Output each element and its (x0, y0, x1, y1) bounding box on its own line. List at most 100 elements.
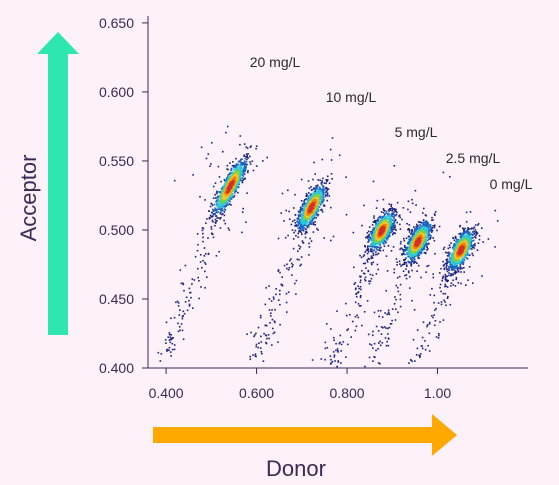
data-point (448, 272, 450, 274)
data-point (220, 209, 222, 212)
data-point (235, 157, 237, 160)
data-point (325, 182, 327, 185)
data-point (424, 348, 427, 351)
data-point (304, 228, 307, 230)
data-point (214, 224, 216, 227)
data-point (317, 179, 319, 181)
data-point (271, 309, 273, 311)
data-point (204, 261, 206, 264)
data-point (236, 164, 238, 167)
data-point (330, 173, 333, 175)
data-point (429, 294, 432, 296)
data-point (305, 195, 307, 197)
data-point (329, 148, 332, 151)
data-point (373, 228, 376, 230)
data-point (472, 254, 474, 257)
data-point (379, 249, 382, 252)
data-point (409, 243, 411, 245)
data-point (217, 205, 219, 208)
data-point (223, 214, 226, 217)
data-point (431, 287, 433, 290)
data-point (392, 213, 395, 215)
data-point (469, 243, 471, 245)
data-point (330, 358, 332, 361)
data-point (436, 229, 438, 232)
data-point (159, 360, 162, 362)
data-point (375, 325, 378, 328)
data-point (386, 239, 388, 241)
data-point (363, 204, 365, 207)
data-point (265, 324, 268, 327)
data-point (311, 189, 313, 191)
data-point (389, 209, 392, 211)
data-point (322, 198, 324, 201)
data-point (299, 210, 302, 212)
data-point (419, 250, 421, 253)
data-point (300, 178, 303, 181)
data-point (444, 292, 447, 295)
data-point (290, 258, 292, 260)
data-point (419, 355, 421, 357)
data-point (414, 258, 416, 261)
data-point (272, 332, 275, 335)
data-point (427, 344, 429, 347)
data-point (448, 274, 450, 277)
data-point (316, 195, 319, 197)
data-point (279, 303, 281, 306)
data-point (452, 252, 454, 255)
data-point (417, 240, 420, 243)
data-point (452, 269, 454, 271)
data-point (177, 305, 180, 307)
data-point (325, 190, 327, 193)
data-point (403, 239, 406, 242)
series-1 (246, 137, 347, 362)
data-point (214, 197, 217, 199)
data-point (408, 253, 411, 256)
data-point (321, 211, 324, 213)
data-point (317, 192, 319, 195)
data-point (383, 216, 386, 218)
data-point (382, 232, 384, 234)
data-point (335, 342, 337, 345)
data-point (369, 273, 372, 276)
data-point (402, 207, 405, 209)
data-point (299, 225, 301, 228)
data-point (214, 207, 216, 210)
data-point (409, 247, 411, 250)
data-point (404, 258, 406, 261)
data-point (387, 218, 389, 220)
data-point (315, 185, 317, 187)
data-point (418, 257, 420, 259)
data-point (401, 248, 404, 251)
data-point (301, 207, 304, 210)
data-point (231, 174, 234, 177)
data-point (432, 237, 434, 239)
data-point (403, 263, 406, 265)
data-point (309, 237, 311, 240)
data-point (231, 165, 234, 167)
data-point (432, 219, 434, 221)
data-point (230, 184, 232, 187)
data-point (314, 193, 317, 196)
data-point (372, 237, 375, 240)
data-point (417, 221, 420, 223)
data-point (199, 261, 202, 263)
data-point (414, 231, 416, 233)
data-point (481, 275, 483, 277)
data-point (424, 231, 426, 234)
data-point (365, 236, 367, 239)
data-point (317, 213, 320, 216)
data-point (268, 337, 270, 340)
data-point (320, 182, 323, 184)
data-point (183, 289, 185, 292)
data-point (279, 323, 281, 326)
data-point (297, 236, 299, 238)
data-point (432, 225, 434, 227)
data-point (382, 225, 384, 227)
data-point (462, 263, 464, 265)
data-point (252, 354, 254, 356)
data-point (446, 270, 449, 273)
data-point (246, 147, 249, 149)
data-point (239, 161, 241, 163)
data-point (338, 154, 341, 157)
